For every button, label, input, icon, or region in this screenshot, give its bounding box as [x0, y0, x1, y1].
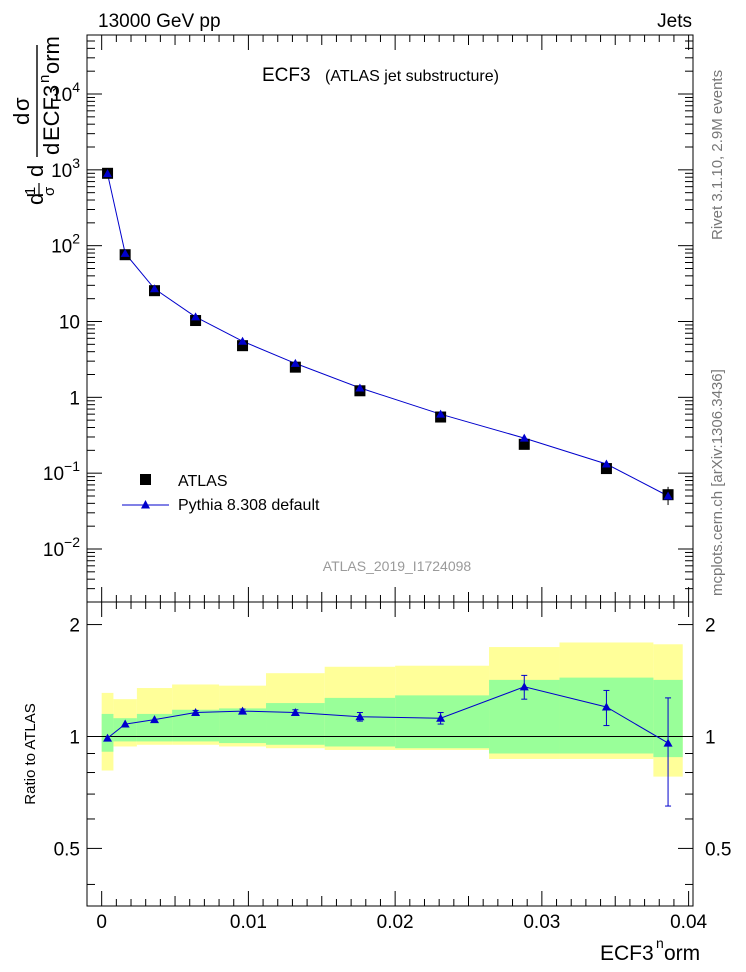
legend-atlas-label: ATLAS: [178, 473, 228, 490]
main-series: [102, 167, 674, 506]
mc-curve: [107, 173, 669, 497]
ratio-point: [191, 708, 201, 717]
inner-uncertainty-band: [101, 713, 114, 752]
chart-subtitle: (ATLAS jet substructure): [325, 68, 499, 85]
watermark: ATLAS_2019_I1724098: [323, 558, 472, 574]
y-label-rest: orm: [39, 36, 64, 74]
atlas-point: [190, 315, 202, 327]
legend-pythia-marker: [141, 500, 150, 509]
x-tick-label: 0.01: [230, 912, 267, 933]
side-label-mcplots: mcplots.cern.ch [arXiv:1306.3436]: [709, 369, 726, 596]
ratio-point: [290, 708, 300, 717]
main-y-tick-label: 104: [51, 79, 80, 106]
ratio-y-tick-label-right: 2: [705, 616, 716, 637]
y-label-sup: n: [36, 75, 53, 83]
ratio-y-axis-label: Ratio to ATLAS: [22, 703, 39, 804]
legend: ATLAS Pythia 8.308 default: [122, 473, 320, 514]
atlas-point: [600, 463, 612, 475]
y-label-d1: d: [23, 193, 48, 205]
mc-point: [290, 358, 300, 367]
ratio-point: [103, 733, 113, 742]
ratio-frame: [86, 601, 694, 907]
atlas-point: [518, 438, 530, 450]
chart-title: ECF3: [262, 65, 311, 86]
header-process: Jets: [657, 11, 692, 32]
mc-point: [238, 336, 248, 345]
main-y-axis-label: d 1 σ d d σ d ECF3 n orm: [9, 36, 64, 205]
ratio-axes: 0.5 0.5 1 1 2 2 0 0.01 0.02 0.03 0.04: [54, 602, 731, 933]
legend-atlas-marker: [140, 474, 151, 485]
main-frame: [86, 34, 694, 603]
main-y-tick-label: 10−2: [43, 534, 80, 561]
mc-point: [103, 169, 113, 178]
atlas-point: [289, 361, 301, 373]
side-label-rivet: Rivet 3.1.10, 2.9M events: [709, 70, 726, 240]
ratio-point: [601, 702, 611, 711]
ratio-point: [519, 682, 529, 691]
main-axes: 10−2 10−1 1 10 102 103 104: [43, 34, 693, 603]
y-label-d3: d: [9, 113, 34, 125]
ratio-panel: 0.5 0.5 1 1 2 2 0 0.01 0.02 0.03 0.04 Ratio to ATL…: [22, 601, 731, 965]
y-label-sigma2: σ: [9, 97, 34, 111]
main-y-tick-label: 10−1: [43, 458, 80, 485]
mc-point: [436, 409, 446, 418]
legend-pythia-label: Pythia 8.308 default: [178, 497, 320, 514]
header-energy: 13000 GeV pp: [98, 11, 221, 32]
mc-point: [191, 312, 201, 321]
mc-point: [120, 248, 130, 257]
ratio-bands: [101, 642, 683, 777]
ratio-y-tick-label-right: 0.5: [705, 839, 731, 860]
x-tick-label: 0.04: [670, 912, 707, 933]
y-label-ecf: ECF3: [39, 85, 64, 141]
mc-point: [355, 383, 365, 392]
ratio-point: [355, 712, 365, 721]
x-label-rest: orm: [664, 942, 700, 965]
x-label-sup: n: [656, 935, 664, 951]
mc-point: [149, 284, 159, 293]
main-y-tick-label: 102: [51, 231, 80, 258]
y-label-sigma1: σ: [41, 186, 58, 196]
ratio-y-tick-label: 0.5: [54, 839, 80, 860]
mc-point: [601, 459, 611, 468]
ratio-y-tick-label: 1: [69, 727, 80, 748]
mc-point: [519, 433, 529, 442]
x-tick-label: 0.02: [377, 912, 414, 933]
ratio-series: [103, 674, 673, 807]
x-tick-label: 0: [96, 912, 107, 933]
ratio-point: [436, 713, 446, 722]
inner-uncertainty-band: [395, 695, 490, 749]
main-panel: 10−2 10−1 1 10 102 103 104 ECF3 (ATLAS jet sub…: [9, 34, 694, 603]
ratio-y-tick-label: 2: [69, 616, 80, 637]
ratio-point: [149, 715, 159, 724]
inner-uncertainty-band: [324, 697, 396, 747]
x-tick-label: 0.03: [523, 912, 560, 933]
main-y-tick-label: 10: [59, 313, 80, 334]
inner-uncertainty-band: [113, 718, 137, 742]
x-axis-label: ECF3 n orm: [600, 935, 700, 965]
ratio-point: [238, 706, 248, 715]
ratio-y-tick-label-right: 1: [705, 727, 716, 748]
main-y-tick-label: 103: [51, 155, 80, 182]
y-label-d4: d: [39, 143, 64, 155]
main-y-tick-label: 1: [69, 388, 80, 409]
y-label-d2: d: [23, 165, 48, 177]
y-label-one: 1: [22, 187, 39, 195]
ratio-point: [120, 719, 130, 728]
atlas-point: [237, 340, 249, 352]
ratio-point: [663, 738, 673, 747]
x-label-main: ECF3: [600, 942, 654, 965]
mc-point: [663, 491, 673, 500]
